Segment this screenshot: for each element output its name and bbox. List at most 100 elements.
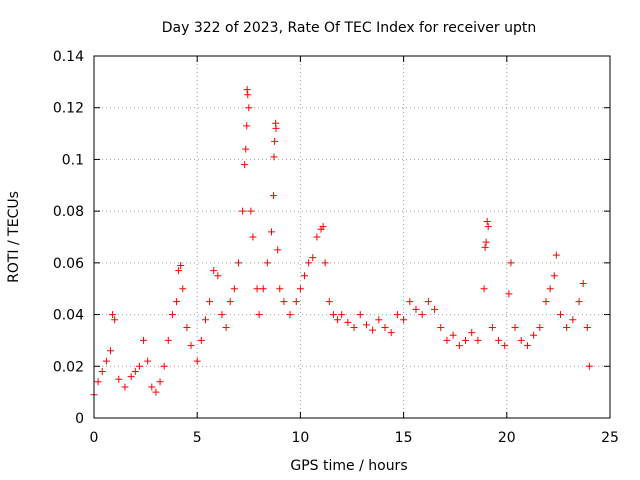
data-point <box>247 207 255 215</box>
data-point <box>585 362 593 370</box>
data-point <box>243 122 251 130</box>
data-point <box>187 342 195 350</box>
data-point <box>230 285 238 293</box>
data-point <box>321 259 329 267</box>
x-tick-label: 5 <box>193 430 202 446</box>
data-point <box>381 324 389 331</box>
data-point <box>552 251 560 259</box>
data-point <box>168 311 176 319</box>
data-point <box>505 290 513 298</box>
data-point <box>98 367 106 375</box>
data-point <box>511 324 519 331</box>
x-tick-label: 10 <box>291 430 309 446</box>
x-tick-label: 25 <box>601 430 619 446</box>
data-point <box>296 285 304 293</box>
data-point <box>206 298 214 306</box>
axis-ticks: 0 5 10 15 20 25 0 0.02 0.04 0.06 0.08 0.1 0.12 0.14 <box>53 49 619 446</box>
data-point <box>556 311 564 319</box>
data-point <box>255 311 263 319</box>
data-point <box>309 254 317 262</box>
data-point <box>156 378 164 386</box>
data-point <box>523 342 531 350</box>
data-point <box>530 331 538 339</box>
data-point <box>173 298 181 306</box>
data-point <box>148 383 156 391</box>
data-point <box>183 324 191 331</box>
data-point <box>280 298 288 306</box>
data-point <box>362 321 370 329</box>
data-point <box>245 104 253 112</box>
data-point <box>243 86 251 94</box>
data-point <box>115 375 123 383</box>
data-point <box>583 324 591 331</box>
x-tick-label: 15 <box>395 430 413 446</box>
data-point <box>495 336 503 344</box>
data-point <box>393 311 401 319</box>
data-point <box>121 383 129 391</box>
data-point <box>546 285 554 293</box>
data-point <box>109 311 117 319</box>
chart-title: Day 322 of 2023, Rate Of TEC Index for r… <box>162 20 537 36</box>
data-point <box>270 192 278 200</box>
y-tick-label: 0.14 <box>53 49 84 65</box>
y-tick-label: 0 <box>75 411 84 427</box>
data-point <box>579 280 587 288</box>
data-point <box>455 342 463 350</box>
data-point <box>107 347 115 355</box>
data-point <box>177 261 185 269</box>
data-point <box>369 326 377 334</box>
data-point <box>263 259 271 267</box>
data-point <box>226 298 234 306</box>
data-point <box>276 285 284 293</box>
x-tick-label: 20 <box>498 430 516 446</box>
data-point <box>507 259 515 267</box>
data-point <box>356 311 364 319</box>
data-point <box>201 316 209 324</box>
data-point <box>268 228 276 236</box>
data-point <box>210 267 218 275</box>
data-point <box>334 316 342 324</box>
data-point <box>325 298 333 306</box>
data-point <box>569 316 577 324</box>
data-point <box>270 153 278 161</box>
data-point <box>431 305 439 313</box>
data-point <box>214 272 222 280</box>
data-point <box>234 259 242 267</box>
data-point <box>517 336 525 344</box>
data-point <box>292 298 300 306</box>
data-point <box>483 217 491 225</box>
data-point <box>329 311 337 319</box>
data-point <box>94 378 102 386</box>
data-point <box>193 357 201 365</box>
data-points <box>90 86 593 399</box>
data-point <box>563 324 571 331</box>
data-point <box>305 259 313 267</box>
data-point <box>350 324 358 331</box>
data-point <box>550 272 558 280</box>
data-point <box>313 233 321 241</box>
data-point <box>412 305 420 313</box>
grid <box>94 56 610 418</box>
y-tick-label: 0.12 <box>53 101 84 117</box>
data-point <box>249 233 257 241</box>
x-tick-label: 0 <box>90 430 99 446</box>
data-point <box>468 329 476 337</box>
data-point <box>102 357 110 365</box>
data-point <box>437 324 445 331</box>
data-point <box>135 362 143 370</box>
y-tick-label: 0.04 <box>53 308 84 324</box>
data-point <box>286 311 294 319</box>
data-point <box>242 145 250 153</box>
data-point <box>484 223 492 231</box>
y-tick-label: 0.1 <box>62 152 84 168</box>
data-point <box>501 342 509 350</box>
data-point <box>144 357 152 365</box>
data-point <box>253 285 261 293</box>
data-point <box>131 367 139 375</box>
data-point <box>175 267 183 275</box>
data-point <box>387 329 395 337</box>
data-point <box>152 388 160 396</box>
data-point <box>244 91 252 99</box>
data-point <box>301 272 309 280</box>
data-point <box>319 223 327 231</box>
